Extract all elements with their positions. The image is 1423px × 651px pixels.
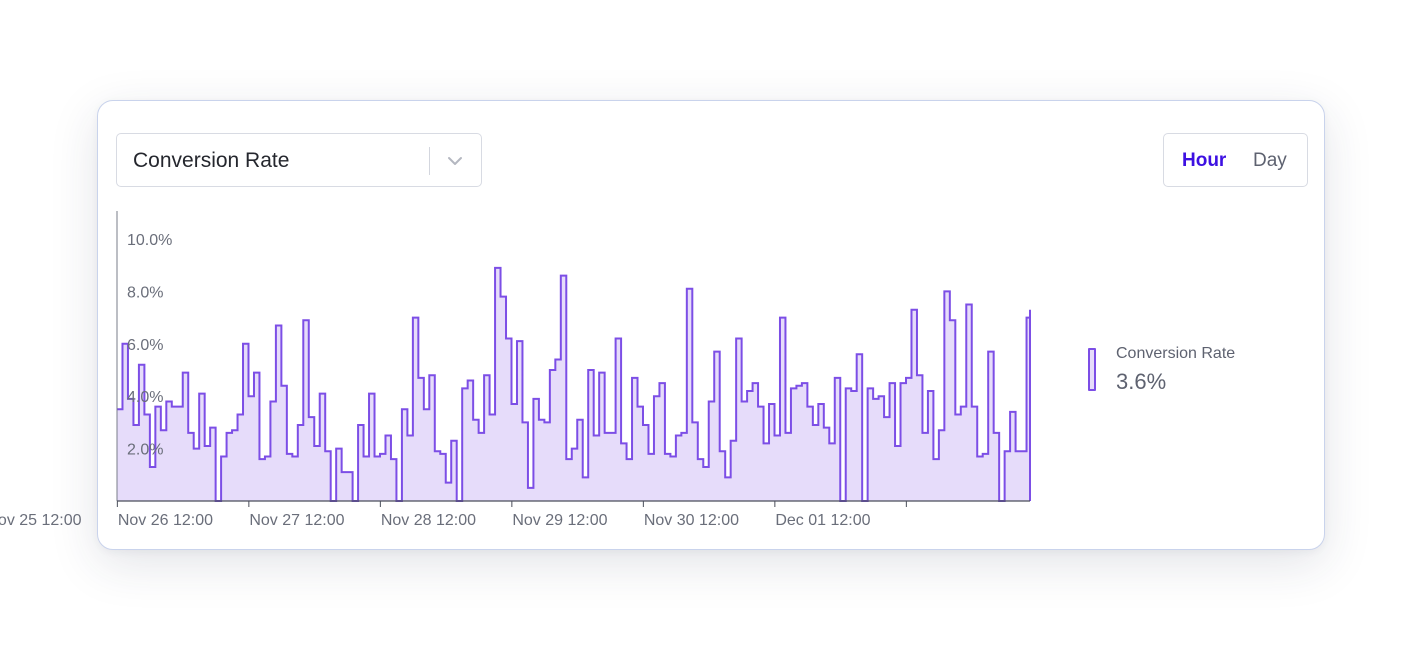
series-area xyxy=(117,267,1030,501)
metric-select[interactable]: Conversion Rate xyxy=(116,133,482,187)
x-tick-label: Nov 28 12:00 xyxy=(381,512,476,529)
chevron-down-icon[interactable] xyxy=(446,153,464,169)
x-tick-label: Nov 29 12:00 xyxy=(512,512,607,529)
x-tick-label: Nov 27 12:00 xyxy=(249,512,344,529)
series-line xyxy=(117,266,1031,502)
legend-swatch xyxy=(1088,348,1096,391)
conversion-rate-chart: 2.0% 4.0% 6.0% 8.0% 10.0% Nov 25 12:00 Nov 26 … xyxy=(0,211,1031,529)
x-tick-label: Dec 01 12:00 xyxy=(775,512,870,529)
x-tick-label: Nov 25 12:00 xyxy=(0,512,82,529)
granularity-toggle: Hour Day xyxy=(1163,133,1308,187)
select-divider xyxy=(429,147,430,175)
y-tick-label: 2.0% xyxy=(127,442,163,459)
x-tick-label: Nov 26 12:00 xyxy=(118,512,213,529)
y-tick-label: 6.0% xyxy=(127,337,163,354)
y-tick-label: 4.0% xyxy=(127,389,163,406)
y-tick-label: 10.0% xyxy=(127,232,172,249)
chart-card: Conversion Rate Hour Day 2.0% 4.0% 6.0% 8.0… xyxy=(0,100,1325,550)
metric-select-label: Conversion Rate xyxy=(133,149,290,172)
hour-button[interactable]: Hour xyxy=(1182,150,1227,171)
legend-current-value: 3.6% xyxy=(1116,369,1167,394)
legend-series-name: Conversion Rate xyxy=(1116,345,1236,362)
x-tick-label: Nov 30 12:00 xyxy=(644,512,739,529)
day-button[interactable]: Day xyxy=(1253,150,1287,171)
y-tick-label: 8.0% xyxy=(127,284,163,301)
